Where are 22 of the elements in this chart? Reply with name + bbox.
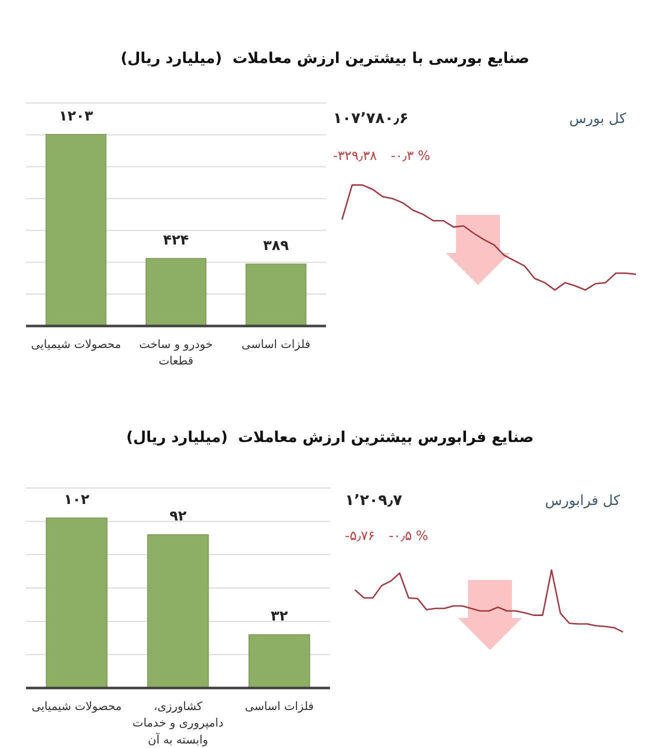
x-tick-label: خودرو و ساخت قطعات <box>139 337 213 368</box>
text: ۱۰۷’۷۸۰٫۶ <box>333 109 408 127</box>
text: -۵٫۷۶ <box>345 529 375 544</box>
data-label: ۹۲ <box>169 508 187 525</box>
data-label: ۴۲۴ <box>163 232 190 248</box>
x-tick-label: محصولات شیمیایی <box>32 699 122 713</box>
text: -۰٫۳ % <box>390 149 430 164</box>
chart-title: صنایع فرابورس بیشترین ارزش معاملات (میلیارد ریال) <box>126 428 534 446</box>
data-label: ۱۲۰۳ <box>58 108 94 124</box>
data-label: ۳۲ <box>270 608 288 625</box>
text: -۳۲۹٫۳۸ <box>333 149 377 164</box>
x-tick-label: فلزات اساسی <box>244 699 314 713</box>
x-tick-label: محصولات شیمیایی <box>30 337 122 351</box>
data-label: ۱۰۲ <box>64 492 90 508</box>
x-tick-label: کشاورزی، دامپروری و خدمات وابسته به آن <box>132 699 224 746</box>
text: -۰٫۵ % <box>388 529 428 544</box>
chart-title: کل فرابورس <box>544 493 620 509</box>
text: ۱’۲۰۹٫۷ <box>345 491 402 509</box>
chart-title: صنایع بورسی با بیشترین ارزش معاملات (میلیارد ریال) <box>120 49 530 67</box>
data-label: ۳۸۹ <box>263 238 290 254</box>
x-tick-label: فلزات اساسی <box>242 337 310 351</box>
chart-title: کل بورس <box>569 111 626 127</box>
